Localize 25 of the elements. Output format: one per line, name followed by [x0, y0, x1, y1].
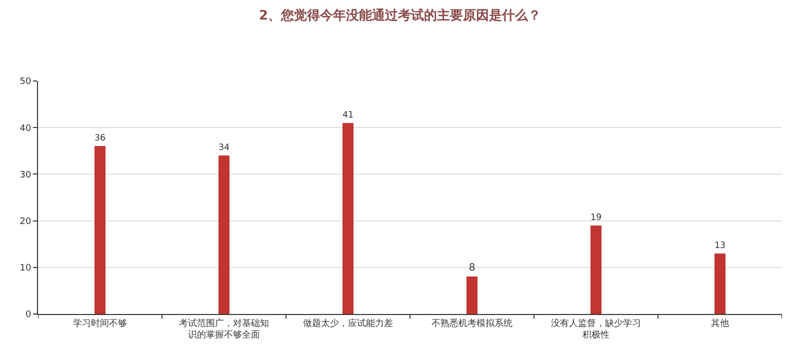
bar: [218, 156, 230, 314]
data-label: 19: [590, 212, 602, 223]
x-tick-label: 不熟悉机考模拟系统: [432, 318, 512, 329]
y-tick-label: 30: [20, 170, 32, 180]
y-tick-label: 40: [20, 124, 32, 134]
y-tick-label: 0: [25, 310, 32, 320]
y-tick-label: 10: [20, 264, 32, 274]
chart-title: 2、您觉得今年没能通过考试的主要原因是什么？: [258, 7, 542, 24]
data-label: 34: [218, 142, 230, 153]
x-tick-label: 没有人监督，缺少学习积极性: [551, 318, 641, 340]
data-label: 36: [94, 134, 106, 144]
data-label: 13: [714, 240, 726, 251]
bar: [590, 225, 602, 314]
y-tick-label: 50: [20, 77, 32, 88]
bar: [466, 276, 478, 314]
bar: [714, 253, 726, 314]
y-tick-label: 20: [20, 216, 32, 227]
bar: [342, 122, 354, 314]
x-tick-label: 做题太少，应试能力差: [303, 318, 393, 329]
x-tick-label: 考试范围广，对基础知识的掌握不够全面: [179, 318, 269, 340]
x-tick-label: 学习时间不够: [73, 318, 127, 329]
bar: [94, 146, 106, 314]
data-label: 41: [342, 110, 354, 120]
x-tick-label: 其他: [711, 318, 729, 329]
data-label: 8: [468, 262, 476, 274]
